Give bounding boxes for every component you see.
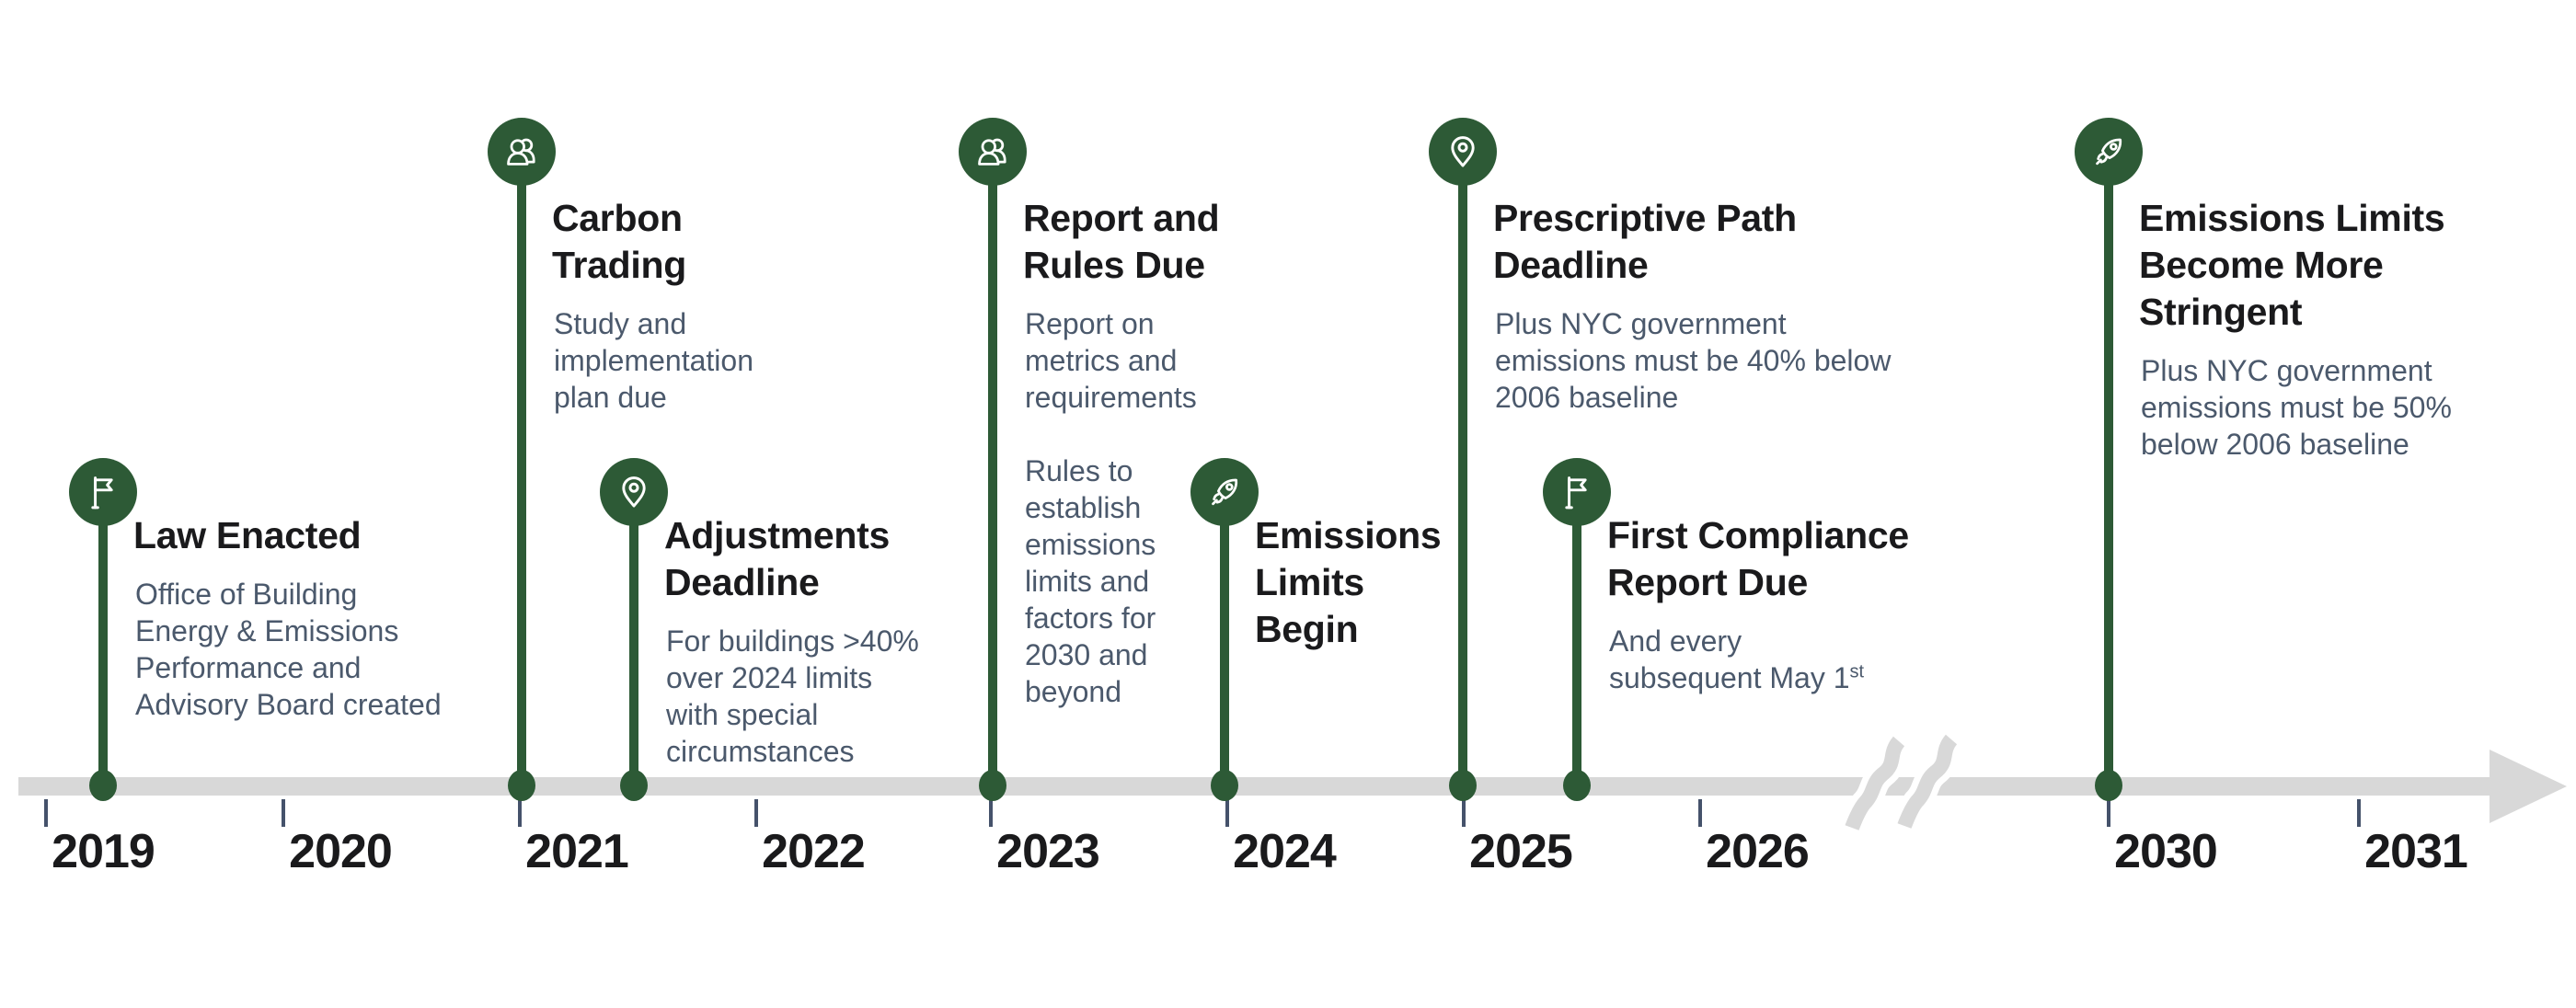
event-description: For buildings >40% over 2024 limits with… xyxy=(666,624,919,768)
event-description: Plus NYC government emissions must be 50… xyxy=(2141,354,2452,461)
event-dot xyxy=(1449,770,1477,801)
superscript-ordinal: st xyxy=(1849,661,1865,682)
year-label: 2019 xyxy=(52,825,155,878)
axis-tick xyxy=(1225,799,1229,827)
event-title: Prescriptive Path Deadline xyxy=(1493,197,1797,286)
year-label: 2024 xyxy=(1233,825,1337,878)
event-title: Adjustments Deadline xyxy=(664,514,891,603)
axis-tick xyxy=(2357,799,2361,827)
rocket-icon xyxy=(1190,458,1259,526)
year-label: 2020 xyxy=(289,825,393,878)
axis-tick xyxy=(518,799,522,827)
year-label: 2022 xyxy=(762,825,866,878)
year-label: 2030 xyxy=(2114,825,2218,878)
flag-icon xyxy=(69,458,137,526)
event-title: Carbon Trading xyxy=(552,197,686,286)
year-label: 2031 xyxy=(2364,825,2468,878)
year-label: 2023 xyxy=(996,825,1100,878)
people-icon xyxy=(959,118,1027,186)
timeline-axis xyxy=(18,777,2495,796)
people-icon xyxy=(488,118,556,186)
event-description: Office of Building Energy & Emissions Pe… xyxy=(135,578,442,721)
event-title: Emissions Limits Begin xyxy=(1255,514,1442,650)
axis-tick xyxy=(44,799,48,827)
event-stem xyxy=(517,152,526,785)
event-stem xyxy=(629,492,638,785)
year-label: 2021 xyxy=(525,825,629,878)
pin-icon xyxy=(600,458,668,526)
event-stem xyxy=(988,152,997,785)
event-dot xyxy=(1211,770,1238,801)
event-stem xyxy=(1458,152,1467,785)
axis-tick xyxy=(1462,799,1466,827)
axis-arrowhead-icon xyxy=(2490,750,2567,823)
axis-tick xyxy=(1698,799,1702,827)
event-dot xyxy=(620,770,648,801)
axis-tick xyxy=(282,799,285,827)
rocket-icon xyxy=(2075,118,2143,186)
event-dot xyxy=(2095,770,2122,801)
event-description: Plus NYC government emissions must be 40… xyxy=(1495,307,1892,414)
event-stem xyxy=(1220,492,1229,785)
axis-tick xyxy=(989,799,993,827)
event-dot xyxy=(89,770,117,801)
event-title: Emissions Limits Become More Stringent xyxy=(2139,197,2445,333)
event-title: Report and Rules Due xyxy=(1023,197,1220,286)
event-description: And every subsequent May 1st xyxy=(1609,624,1865,694)
year-label: 2025 xyxy=(1469,825,1573,878)
axis-tick xyxy=(2107,799,2110,827)
event-dot xyxy=(979,770,1006,801)
event-title: First Compliance Report Due xyxy=(1607,514,1909,603)
flag-icon xyxy=(1543,458,1611,526)
event-stem xyxy=(1572,492,1581,785)
event-description: Study and implementation plan due xyxy=(554,307,753,414)
event-title: Law Enacted xyxy=(133,514,362,556)
axis-break-icon xyxy=(1840,734,1963,833)
event-description: Report on metrics and requirements xyxy=(1025,307,1197,414)
year-label: 2026 xyxy=(1706,825,1810,878)
event-stem xyxy=(2104,152,2113,785)
pin-icon xyxy=(1429,118,1497,186)
event-dot xyxy=(508,770,535,801)
event-dot xyxy=(1563,770,1591,801)
event-description-secondary: Rules to establish emissions limits and … xyxy=(1025,454,1156,708)
axis-tick xyxy=(754,799,758,827)
event-stem xyxy=(98,492,108,785)
